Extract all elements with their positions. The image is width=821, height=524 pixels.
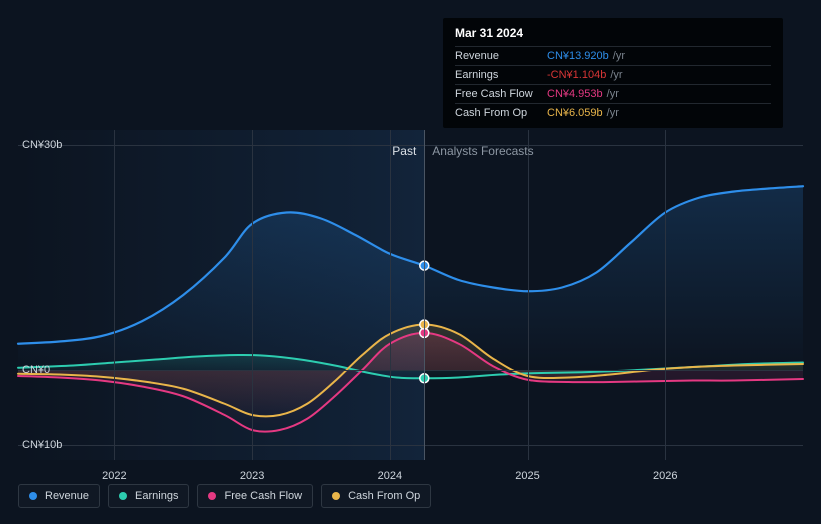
x-axis-label: 2026	[653, 470, 677, 482]
gridline-v	[114, 130, 115, 460]
gridline-v	[528, 130, 529, 460]
legend-dot-icon	[332, 492, 340, 500]
tooltip-row: RevenueCN¥13.920b/yr	[455, 46, 771, 65]
gridline-v	[390, 130, 391, 460]
legend-dot-icon	[119, 492, 127, 500]
hover-cursor-line	[424, 130, 425, 460]
legend-item-revenue[interactable]: Revenue	[18, 484, 100, 508]
tooltip-date: Mar 31 2024	[455, 26, 771, 46]
gridline-h	[18, 370, 803, 371]
legend-dot-icon	[208, 492, 216, 500]
financials-chart[interactable]: CN¥30bCN¥0CN¥10b20222023202420252026Past…	[18, 130, 803, 460]
tooltip-row-unit: /yr	[613, 50, 625, 62]
gridline-v	[252, 130, 253, 460]
y-axis-label: CN¥30b	[22, 139, 62, 151]
legend-item-cfo[interactable]: Cash From Op	[321, 484, 431, 508]
legend-item-fcf[interactable]: Free Cash Flow	[197, 484, 313, 508]
legend: Revenue Earnings Free Cash Flow Cash From O…	[18, 484, 431, 508]
legend-label: Cash From Op	[348, 490, 420, 502]
hover-tooltip: Mar 31 2024 RevenueCN¥13.920b/yrEarnings…	[443, 18, 783, 128]
legend-label: Revenue	[45, 490, 89, 502]
tooltip-row-unit: /yr	[607, 107, 619, 119]
tooltip-rows: RevenueCN¥13.920b/yrEarnings-CN¥1.104b/y…	[455, 46, 771, 122]
tooltip-row-label: Free Cash Flow	[455, 88, 547, 100]
tooltip-row-value: CN¥6.059b	[547, 107, 603, 119]
legend-item-earnings[interactable]: Earnings	[108, 484, 189, 508]
legend-dot-icon	[29, 492, 37, 500]
tooltip-row-unit: /yr	[607, 88, 619, 100]
y-axis-label: CN¥10b	[22, 439, 62, 451]
tooltip-row-label: Earnings	[455, 69, 547, 81]
tooltip-row-unit: /yr	[610, 69, 622, 81]
legend-label: Free Cash Flow	[224, 490, 302, 502]
plot-svg	[18, 130, 803, 460]
tooltip-row-label: Cash From Op	[455, 107, 547, 119]
tooltip-row-value: -CN¥1.104b	[547, 69, 606, 81]
gridline-h	[18, 445, 803, 446]
tooltip-row-value: CN¥13.920b	[547, 50, 609, 62]
tooltip-row: Free Cash FlowCN¥4.953b/yr	[455, 84, 771, 103]
x-axis-label: 2025	[515, 470, 539, 482]
tooltip-row: Earnings-CN¥1.104b/yr	[455, 65, 771, 84]
tooltip-row-label: Revenue	[455, 50, 547, 62]
section-label-past: Past	[392, 144, 416, 158]
x-axis-label: 2023	[240, 470, 264, 482]
gridline-v	[665, 130, 666, 460]
x-axis-label: 2024	[378, 470, 402, 482]
tooltip-row: Cash From OpCN¥6.059b/yr	[455, 103, 771, 122]
tooltip-row-value: CN¥4.953b	[547, 88, 603, 100]
section-label-forecast: Analysts Forecasts	[432, 144, 533, 158]
x-axis-label: 2022	[102, 470, 126, 482]
legend-label: Earnings	[135, 490, 178, 502]
y-axis-label: CN¥0	[22, 364, 50, 376]
